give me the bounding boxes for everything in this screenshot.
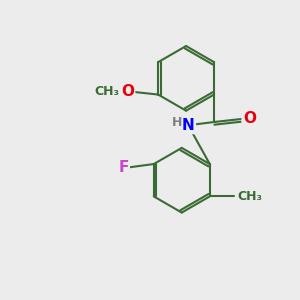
Text: O: O [243, 111, 256, 126]
Text: F: F [118, 160, 128, 175]
Text: CH₃: CH₃ [238, 190, 263, 203]
Text: O: O [121, 84, 134, 99]
Text: N: N [182, 118, 195, 133]
Text: CH₃: CH₃ [95, 85, 120, 98]
Text: H: H [172, 116, 183, 129]
